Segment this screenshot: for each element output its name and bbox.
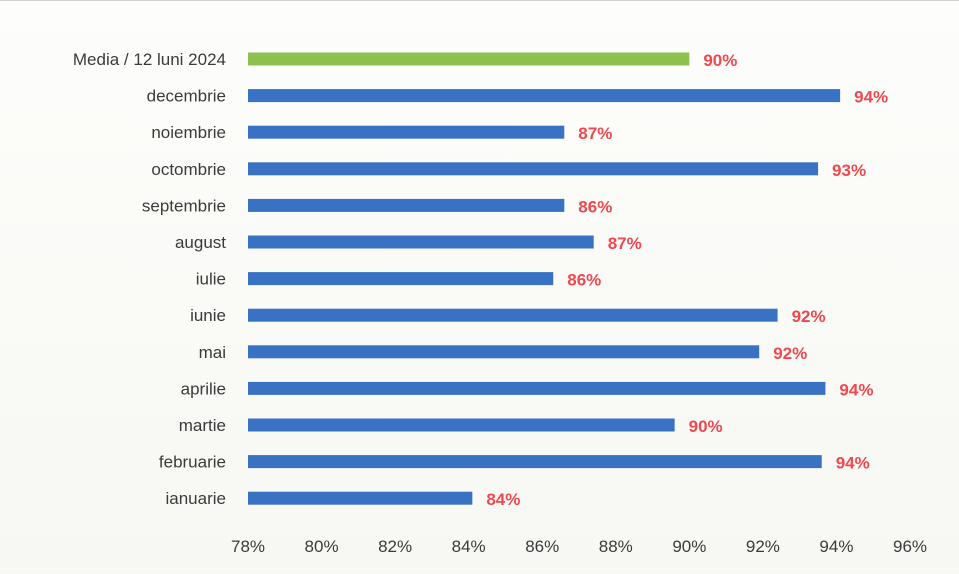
category-label: februarie	[159, 453, 226, 472]
data-label: 92%	[773, 344, 807, 363]
category-label: mai	[199, 343, 226, 362]
x-tick-label: 84%	[452, 537, 486, 556]
data-label: 94%	[839, 380, 873, 399]
month-bar	[248, 235, 594, 249]
x-tick-label: 82%	[378, 537, 412, 556]
category-label: septembrie	[142, 196, 226, 215]
data-label: 86%	[578, 197, 612, 216]
data-label: 92%	[792, 307, 826, 326]
average-bar	[248, 52, 690, 66]
x-tick-label: 96%	[893, 537, 927, 556]
data-label: 84%	[486, 490, 520, 509]
x-tick-label: 86%	[525, 537, 559, 556]
month-bar	[248, 125, 565, 139]
month-bar	[248, 345, 760, 359]
category-label: decembrie	[147, 87, 226, 106]
data-label: 94%	[836, 454, 870, 473]
data-label: 94%	[854, 88, 888, 107]
category-label: aprilie	[181, 379, 226, 398]
data-label: 86%	[567, 271, 601, 290]
data-label: 90%	[689, 417, 723, 436]
x-tick-label: 92%	[746, 537, 780, 556]
category-label: iulie	[196, 270, 226, 289]
data-label: 87%	[608, 234, 642, 253]
category-label: ianuarie	[166, 489, 227, 508]
month-bar	[248, 162, 819, 176]
category-label: martie	[179, 416, 226, 435]
x-tick-label: 88%	[599, 537, 633, 556]
month-bar	[248, 418, 675, 432]
data-labels: 90% 94% 87% 93% 86% 87% 86% 92% 92% 94% 90% 94% 84%	[486, 51, 888, 509]
month-bar	[248, 455, 822, 469]
month-bar	[248, 308, 778, 322]
category-label: Media / 12 luni 2024	[73, 50, 226, 69]
month-bar	[248, 381, 826, 395]
x-tick-label: 90%	[672, 537, 706, 556]
category-labels: Media / 12 luni 2024 decembrie noiembrie oc…	[73, 50, 226, 508]
x-tick-label: 78%	[231, 537, 265, 556]
category-label: iunie	[190, 306, 226, 325]
data-label: 90%	[703, 51, 737, 70]
bars	[248, 52, 841, 505]
month-bar	[248, 491, 473, 505]
data-label: 93%	[832, 161, 866, 180]
category-label: octombrie	[151, 160, 226, 179]
x-tick-label: 80%	[305, 537, 339, 556]
data-label: 87%	[578, 124, 612, 143]
category-label: august	[175, 233, 226, 252]
x-axis-tick-labels: 78% 80% 82% 84% 86% 88% 90% 92% 94% 96%	[231, 537, 927, 556]
month-bar	[248, 198, 565, 212]
x-tick-label: 94%	[819, 537, 853, 556]
category-label: noiembrie	[151, 123, 226, 142]
month-bar	[248, 272, 554, 286]
month-bar	[248, 89, 841, 103]
